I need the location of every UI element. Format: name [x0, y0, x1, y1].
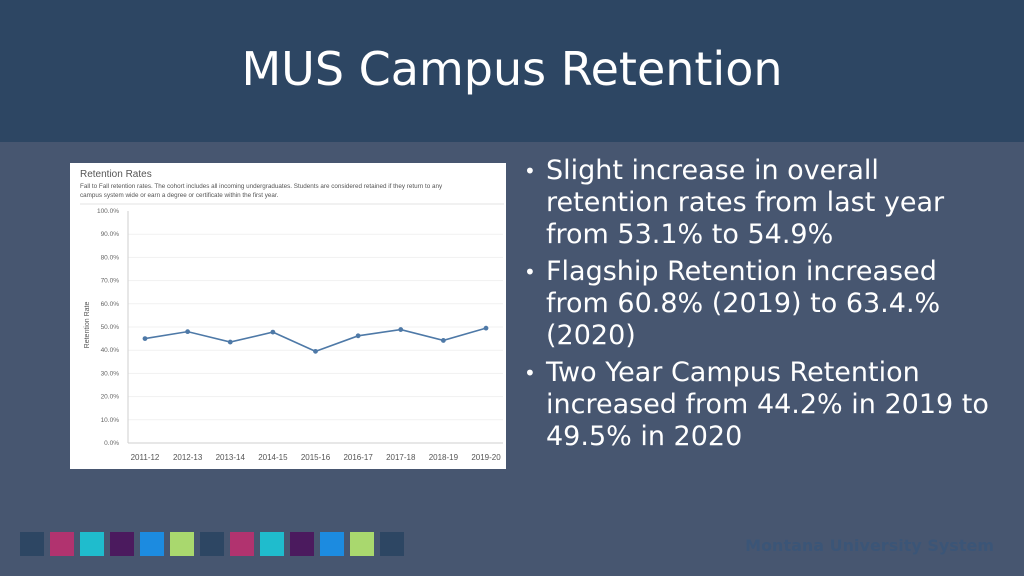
- footer-square: [230, 532, 254, 556]
- chart-svg: Retention Rates Fall to Fall retention ra…: [80, 169, 504, 462]
- footer-square: [200, 532, 224, 556]
- y-tick-label: 40.0%: [101, 347, 120, 354]
- x-tick-label: 2012-13: [173, 453, 203, 462]
- y-tick-label: 10.0%: [101, 417, 120, 424]
- y-tick-label: 50.0%: [101, 324, 120, 331]
- x-tick-label: 2017-18: [386, 453, 416, 462]
- footer-square: [290, 532, 314, 556]
- footer-square: [140, 532, 164, 556]
- y-tick-label: 0.0%: [104, 440, 119, 447]
- data-point: [440, 338, 446, 343]
- data-point: [313, 348, 318, 354]
- title-bar: MUS Campus Retention: [0, 0, 1024, 142]
- x-tick-label: 2014-15: [258, 453, 288, 462]
- data-point: [227, 339, 233, 345]
- footer-square: [170, 532, 194, 556]
- footer-square: [380, 532, 404, 556]
- retention-chart: Retention Rates Fall to Fall retention ra…: [70, 163, 506, 469]
- footer-square: [80, 532, 104, 556]
- footer-square: [260, 532, 284, 556]
- x-tick-label: 2019-20: [471, 453, 501, 462]
- bullet-item: Two Year Campus Retention increased from…: [520, 357, 1000, 453]
- series-line: [144, 327, 487, 353]
- footer-square: [350, 532, 374, 556]
- y-tick-label: 30.0%: [101, 370, 120, 377]
- y-tick-label: 60.0%: [101, 301, 120, 308]
- y-tick-label: 20.0%: [101, 394, 120, 401]
- footer-square: [20, 532, 44, 556]
- bullet-item: Slight increase in overall retention rat…: [520, 155, 1000, 251]
- bullet-list: Slight increase in overall retention rat…: [520, 155, 1000, 458]
- x-tick-label: 2013-14: [216, 453, 246, 462]
- y-tick-label: 80.0%: [101, 254, 120, 261]
- footer-square: [110, 532, 134, 556]
- data-point: [142, 336, 148, 341]
- data-point: [185, 329, 191, 335]
- x-tick-label: 2011-12: [131, 453, 160, 462]
- bullet-item: Flagship Retention increased from 60.8% …: [520, 256, 1000, 352]
- data-point: [398, 327, 404, 332]
- x-tick-label: 2018-19: [429, 453, 459, 462]
- data-point: [270, 329, 276, 335]
- y-axis-label: Retention Rate: [84, 302, 91, 349]
- footer-square: [50, 532, 74, 556]
- brand-text: Montana University System: [745, 536, 994, 555]
- x-tick-label: 2016-17: [343, 453, 373, 462]
- data-point: [483, 325, 489, 331]
- chart-title: Retention Rates: [80, 169, 152, 180]
- footer-square: [320, 532, 344, 556]
- y-tick-label: 70.0%: [101, 278, 120, 285]
- slide-title: MUS Campus Retention: [241, 42, 783, 96]
- y-tick-label: 100.0%: [97, 208, 119, 215]
- footer-color-squares: [20, 532, 404, 556]
- data-point: [355, 333, 361, 339]
- y-tick-label: 90.0%: [101, 231, 120, 238]
- chart-subtitle-line: campus system wide or earn a degree or c…: [80, 192, 279, 199]
- chart-subtitle-line: Fall to Fall retention rates. The cohort…: [80, 183, 443, 190]
- x-tick-label: 2015-16: [301, 453, 331, 462]
